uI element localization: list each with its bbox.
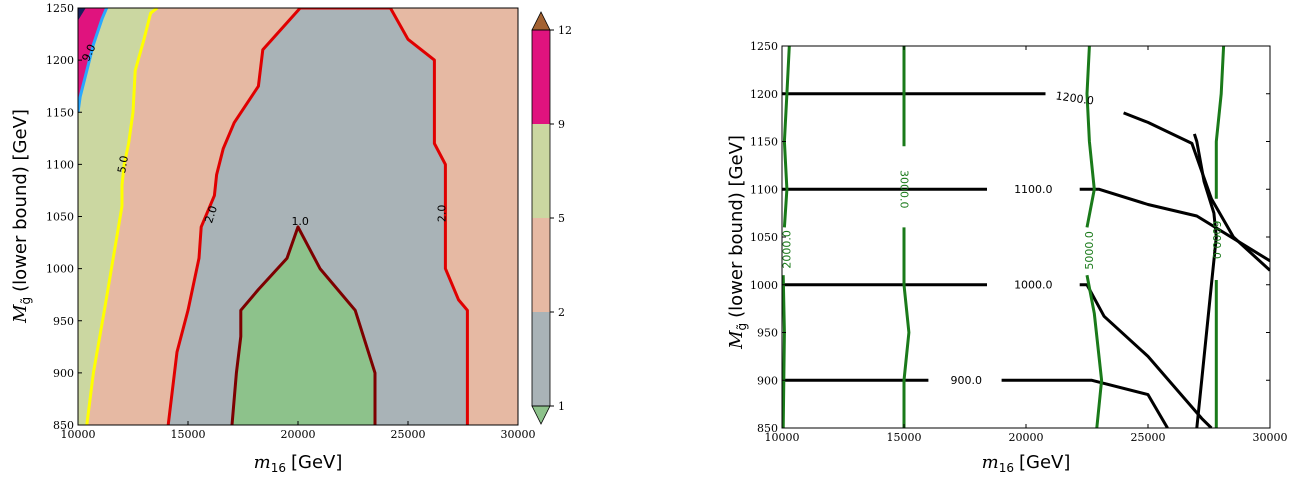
y-tick-label: 1150 (46, 106, 74, 119)
x-axis-ticks: 10000 15000 20000 25000 30000 (765, 46, 1288, 444)
contour-line (1085, 274, 1104, 428)
contour-label: 6000.0 (1210, 221, 1223, 259)
x-tick-label: 25000 (391, 428, 426, 441)
y-tick-label: 1000 (46, 263, 74, 276)
contour-label: 5.0 (115, 155, 131, 174)
right-plot-frame (781, 45, 1271, 429)
contour-label: 2.0 (436, 205, 449, 223)
contour-label: 1200.0 (1055, 89, 1095, 107)
y-tick-label: 1250 (46, 2, 74, 15)
y-axis-ticks: 850 900 950 1000 1050 1100 1150 1200 1250 (46, 2, 82, 432)
contour-line-1.0 (230, 225, 377, 425)
contour-label: 5000.0 (1083, 231, 1096, 270)
contour-labels: 1200.0 1100.0 1000.0 900.0 2000.0 3000.0 5000.… (780, 89, 1222, 386)
y-tick-label: 1250 (750, 40, 778, 53)
region-5-9 (78, 8, 158, 425)
x-tick-label: 15000 (887, 431, 922, 444)
x-tick-label: 10000 (61, 428, 96, 441)
contour-line (1079, 283, 1213, 428)
y-tick-label: 850 (757, 422, 778, 435)
y-tick-label: 1100 (46, 158, 74, 171)
x-tick-label: 30000 (501, 428, 536, 441)
contour-label: 1100.0 (1014, 183, 1053, 196)
region-above-12 (78, 8, 86, 21)
contour-lines (78, 8, 469, 425)
contour-line (1085, 46, 1096, 228)
left-y-axis-label: Mg̃(lower bound) [GeV] (10, 109, 33, 324)
colorbar-segment (532, 218, 550, 312)
colorbar-segment (532, 312, 550, 406)
x-tick-label: 15000 (171, 428, 206, 441)
contour-line (1001, 378, 1169, 428)
contour-line-2.0 (166, 8, 469, 425)
left-contour-plot: 9.05.02.0 2.01.0 10000 15000 20000 25000 3000… (10, 2, 536, 475)
contour-label: 1.0 (291, 215, 309, 228)
y-tick-label: 900 (53, 367, 74, 380)
colorbar-segment (532, 124, 550, 218)
y-tick-label: 1200 (46, 54, 74, 67)
right-x-axis-label: m16 [GeV] (982, 452, 1071, 475)
right-contour-plot: 1200.0 1100.0 1000.0 900.0 2000.0 3000.0 5000.… (726, 40, 1288, 475)
y-tick-label: 1000 (750, 279, 778, 292)
colorbar-extend-max (531, 11, 551, 31)
left-x-axis-label: m16 [GeV] (254, 452, 343, 475)
y-axis-ticks: 850 900 950 1000 1050 1100 1150 1200 1250 (750, 40, 1270, 435)
contour-line (782, 275, 786, 428)
contour-line (1192, 133, 1218, 428)
contour-lines (782, 46, 1270, 428)
x-axis-ticks: 10000 15000 20000 25000 30000 (61, 421, 536, 441)
right-y-axis-label: Mg̃(lower bound) [GeV] (726, 135, 749, 350)
colorbar-extend-min (531, 405, 551, 425)
contour-label: 900.0 (950, 374, 982, 387)
region-9-12 (78, 8, 107, 113)
colorbar-tick-label: 1 (558, 400, 565, 413)
y-tick-label: 1200 (750, 88, 778, 101)
x-tick-label: 20000 (1009, 431, 1044, 444)
contour-line (782, 46, 791, 228)
y-tick-label: 850 (53, 419, 74, 432)
y-tick-label: 1150 (750, 136, 778, 149)
contour-line (902, 227, 911, 428)
colorbar-tick-label: 2 (558, 306, 565, 319)
x-tick-label: 25000 (1131, 431, 1166, 444)
contour-label: 1000.0 (1014, 278, 1053, 291)
contour-line (1079, 187, 1270, 263)
contour-line-9.0 (78, 8, 108, 113)
y-tick-label: 950 (53, 315, 74, 328)
y-tick-label: 1050 (46, 211, 74, 224)
x-tick-label: 20000 (281, 428, 316, 441)
region-below-1 (232, 226, 375, 425)
x-tick-label: 30000 (1253, 431, 1288, 444)
colorbar-tick-label: 9 (558, 118, 565, 131)
contour-label: 3000.0 (898, 170, 911, 209)
y-tick-label: 950 (757, 327, 778, 340)
x-tick-label: 10000 (765, 431, 800, 444)
colorbar-tick-label: 12 (558, 24, 572, 37)
y-tick-label: 1100 (750, 183, 778, 196)
colorbar-tick-label: 5 (558, 212, 565, 225)
y-tick-label: 900 (757, 374, 778, 387)
contour-label: 2000.0 (780, 230, 793, 268)
y-tick-label: 1050 (750, 231, 778, 244)
contour-label: 2.0 (202, 204, 220, 225)
contour-line-5.0 (85, 8, 159, 425)
colorbar-segment (532, 30, 550, 124)
contour-line (1214, 46, 1226, 199)
